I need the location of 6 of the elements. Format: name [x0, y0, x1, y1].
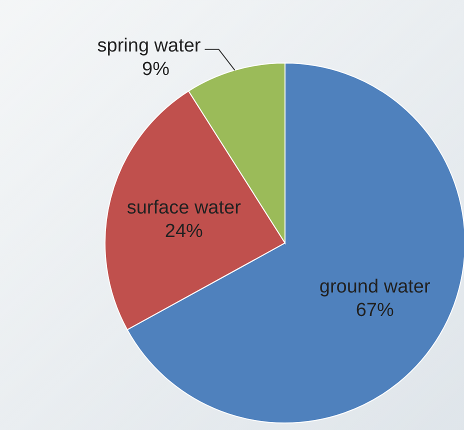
slice-label: ground water	[319, 276, 431, 298]
data-label: 24%	[164, 220, 203, 242]
data-label: 9%	[142, 59, 170, 80]
data-label: 67%	[356, 300, 394, 322]
slice-label: surface water	[126, 197, 242, 218]
slice-label: spring water	[97, 35, 202, 56]
